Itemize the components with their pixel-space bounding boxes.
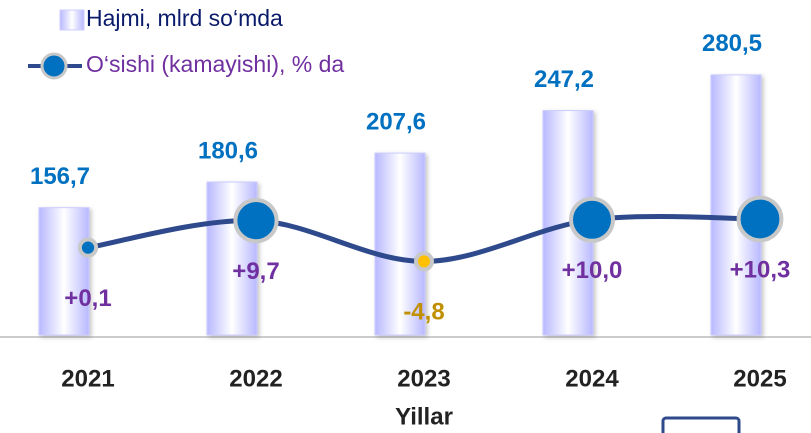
line-value-label: +9,7 [232, 258, 279, 285]
x-tick-label: 2025 [733, 365, 786, 392]
line-marker [233, 198, 279, 244]
bar-value-label: 280,5 [702, 30, 762, 57]
legend-swatch [40, 52, 68, 80]
line-value-label: +10,0 [562, 257, 623, 284]
line-value-label: +10,3 [730, 256, 791, 283]
x-axis-label: Yillar [395, 403, 453, 430]
line-marker [414, 251, 434, 272]
legend-swatch [59, 9, 85, 31]
bar-value-label: 247,2 [534, 66, 594, 93]
bar [38, 207, 90, 336]
bar [374, 152, 426, 336]
bar-value-label: 180,6 [198, 137, 258, 164]
bar-value-label: 156,7 [30, 163, 90, 190]
x-tick-label: 2024 [565, 365, 619, 392]
bar-value-label: 207,6 [366, 108, 426, 135]
x-tick-label: 2021 [61, 365, 114, 392]
x-tick-label: 2022 [229, 365, 282, 392]
x-tick-label: 2023 [397, 365, 450, 392]
line-marker [736, 195, 784, 243]
icon [661, 416, 741, 433]
line-marker [569, 196, 615, 243]
line-value-label: +0,1 [64, 285, 111, 312]
line-value-label: -4,8 [403, 299, 444, 326]
line-marker [77, 237, 99, 258]
legend-label: O‘sishi (kamayishi), % da [86, 51, 344, 77]
legend-label: Hajmi, mlrd so‘mda [86, 5, 283, 31]
